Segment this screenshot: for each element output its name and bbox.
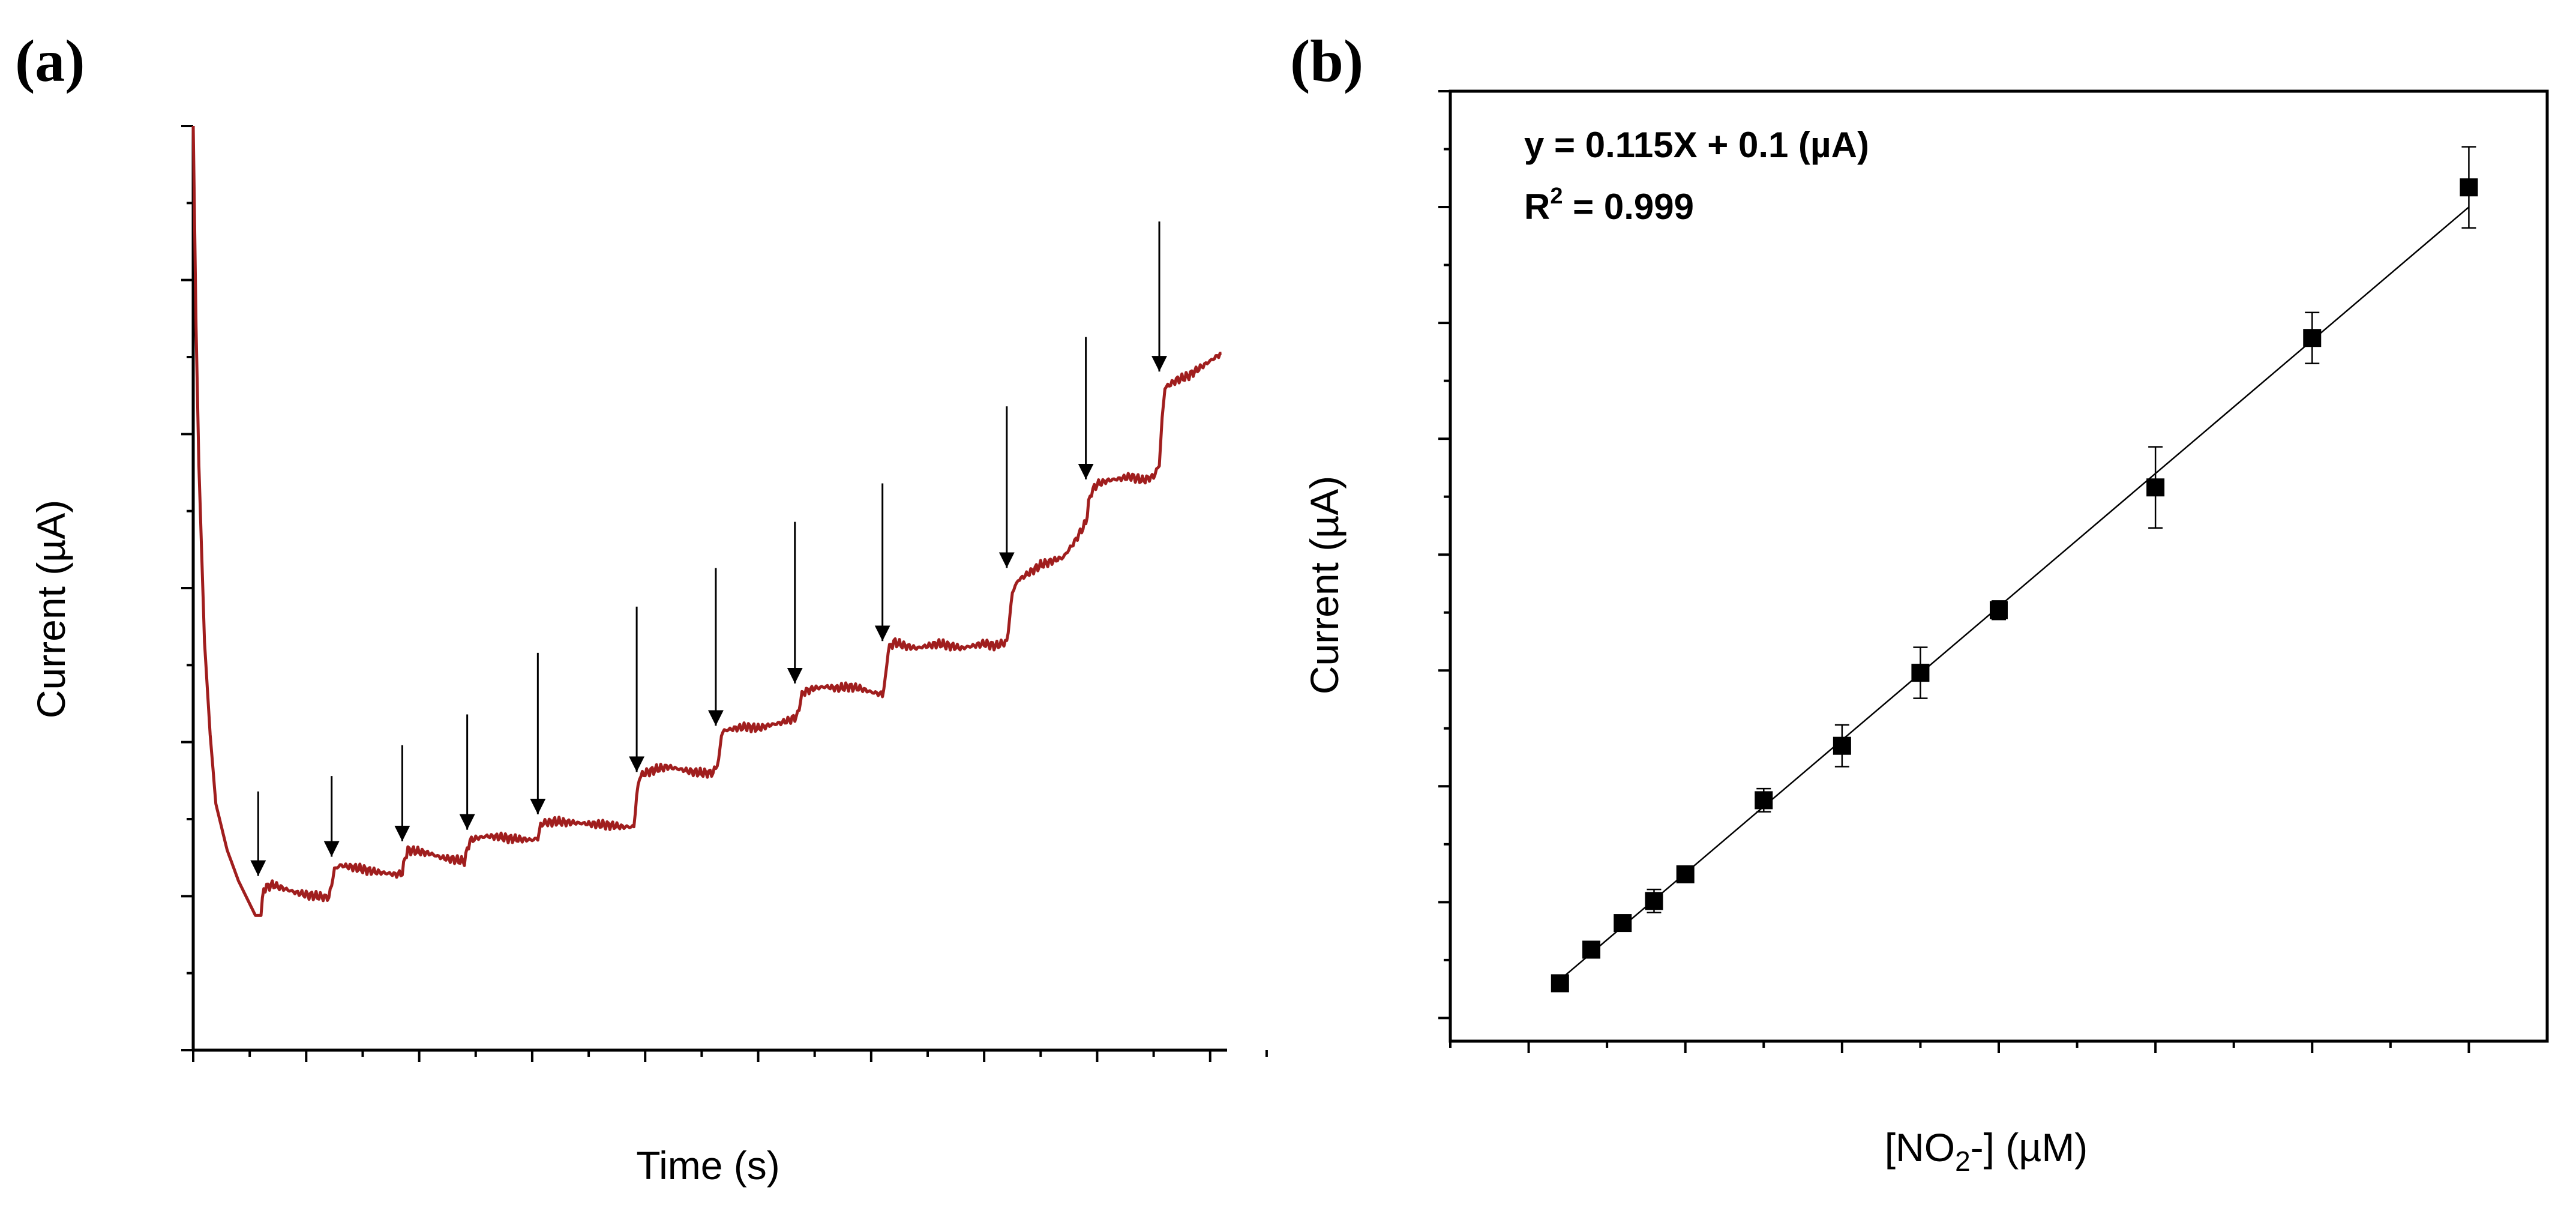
panel-b-data-point — [1911, 664, 1930, 682]
panel-b-data-point — [1755, 791, 1773, 810]
panel-b-r-squared-r: R — [1524, 187, 1550, 227]
panel-b-x-axis-title-main: [NO — [1885, 1125, 1955, 1170]
panel-b-r-squared-value: = 0.999 — [1563, 187, 1694, 227]
panel-a-plot-area — [181, 125, 1268, 1062]
panel-b-data-point — [1614, 914, 1632, 933]
panel-b-x-axis-title-tail: -] (µM) — [1971, 1125, 2088, 1170]
panel-b-x-axis-title-subscript: 2 — [1955, 1146, 1971, 1177]
panel-b-data-point — [1676, 865, 1695, 884]
panel-b-r-squared-sup: 2 — [1550, 184, 1563, 209]
panel-b-data-point — [1833, 736, 1851, 755]
panel-b-data-point — [1990, 601, 2008, 619]
panel-b-r-squared: R2 = 0.999 — [1524, 184, 1694, 227]
panel-b-linear-fit-line — [1559, 206, 2470, 981]
panel-b-data-point — [1645, 892, 1663, 910]
panel-b-x-axis-title: [NO2-] (µM) — [1885, 1125, 2088, 1177]
panel-b-equation: y = 0.115X + 0.1 (µA) — [1524, 125, 1869, 165]
panel-b-chart: (b) Current (µA) [NO2-] (µM) y = 0.115X … — [1290, 28, 2549, 1177]
panel-b-plot-frame — [1449, 89, 2549, 1043]
panel-a-label: (a) — [15, 28, 85, 94]
panel-a-x-axis-title: Time (s) — [636, 1143, 780, 1188]
panel-a-y-axis-title: Current (µA) — [29, 500, 73, 718]
panel-b-label: (b) — [1290, 28, 1363, 94]
panel-a-chart: (a) Current (µA) Time (s) — [15, 28, 1268, 1188]
panel-b-data-point — [2460, 178, 2478, 197]
panel-b-data-point — [1551, 974, 1569, 993]
panel-b-y-axis-title: Current (µA) — [1302, 476, 1347, 694]
panel-a-current-trace — [191, 125, 1222, 917]
panel-b-data-point — [2146, 478, 2165, 497]
panel-b-plot-area — [1438, 89, 2549, 1053]
panel-b-data-point — [1582, 940, 1601, 959]
panel-b-data-point — [2303, 329, 2322, 347]
